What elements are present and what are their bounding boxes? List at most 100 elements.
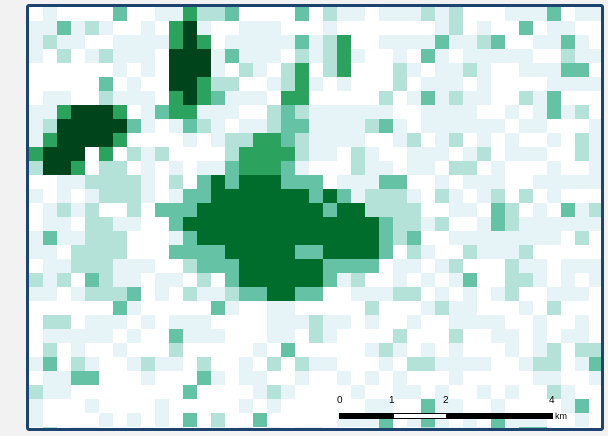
raster-cell [43, 287, 57, 301]
raster-cell [197, 35, 211, 49]
raster-cell [533, 7, 547, 21]
raster-cell [449, 371, 463, 385]
raster-cell [183, 217, 197, 231]
raster-cell [211, 371, 225, 385]
raster-cell [491, 287, 505, 301]
raster-cell [365, 287, 379, 301]
raster-cell [309, 315, 323, 329]
raster-cell [589, 203, 601, 217]
raster-cell [309, 105, 323, 119]
raster-cell [561, 385, 575, 399]
raster-cell [85, 133, 99, 147]
raster-cell [519, 427, 533, 428]
raster-cell [337, 63, 351, 77]
map-frame[interactable]: 0 1 2 4 km [26, 4, 604, 431]
raster-cell [547, 77, 561, 91]
raster-cell [71, 105, 85, 119]
raster-cell [463, 245, 477, 259]
raster-cell [225, 133, 239, 147]
raster-cell [239, 203, 253, 217]
raster-cell [393, 63, 407, 77]
raster-cell [267, 35, 281, 49]
raster-cell [379, 105, 393, 119]
raster-cell [99, 189, 113, 203]
raster-cell [477, 91, 491, 105]
raster-cell [379, 35, 393, 49]
raster-cell [421, 427, 435, 428]
raster-cell [43, 343, 57, 357]
raster-cell [85, 371, 99, 385]
raster-cell [449, 105, 463, 119]
raster-cell [197, 329, 211, 343]
raster-cell [295, 35, 309, 49]
raster-cell [225, 203, 239, 217]
raster-cell [547, 231, 561, 245]
raster-cell [477, 427, 491, 428]
raster-cell [561, 21, 575, 35]
raster-cell [519, 217, 533, 231]
raster-cell [141, 161, 155, 175]
raster-cell [337, 203, 351, 217]
raster-cell [533, 259, 547, 273]
raster-cell [393, 35, 407, 49]
raster-cell [29, 231, 43, 245]
raster-cell [491, 49, 505, 63]
raster-cell [71, 329, 85, 343]
raster-cell [505, 105, 519, 119]
raster-cell [589, 371, 601, 385]
raster-cell [169, 175, 183, 189]
raster-cell [547, 133, 561, 147]
raster-cell [281, 203, 295, 217]
raster-cell [575, 399, 589, 413]
raster-cell [351, 161, 365, 175]
raster-cell [169, 357, 183, 371]
raster-cell [43, 385, 57, 399]
raster-cell [309, 147, 323, 161]
raster-cell [267, 231, 281, 245]
raster-cell [155, 105, 169, 119]
raster-cell [505, 385, 519, 399]
raster-cell [71, 21, 85, 35]
raster-cell [267, 301, 281, 315]
raster-cell [463, 175, 477, 189]
raster-cell [589, 49, 601, 63]
raster-cell [379, 217, 393, 231]
raster-cell [197, 315, 211, 329]
scale-unit: km [555, 411, 567, 421]
raster-cell [253, 343, 267, 357]
raster-cell [113, 91, 127, 105]
raster-cell [477, 217, 491, 231]
raster-cell [29, 119, 43, 133]
raster-cell [351, 245, 365, 259]
raster-cell [575, 35, 589, 49]
raster-cell [267, 287, 281, 301]
raster-cell [463, 315, 477, 329]
raster-cell [323, 231, 337, 245]
raster-cell [407, 259, 421, 273]
raster-cell [99, 133, 113, 147]
raster-cell [323, 147, 337, 161]
raster-cell [561, 203, 575, 217]
raster-cell [379, 357, 393, 371]
raster-cell [197, 161, 211, 175]
raster-cell [253, 49, 267, 63]
raster-cell [127, 357, 141, 371]
raster-cell [323, 217, 337, 231]
scale-segment-1-2 [393, 413, 447, 419]
raster-cell [421, 119, 435, 133]
raster-cell [323, 35, 337, 49]
raster-cell [393, 343, 407, 357]
raster-cell [435, 147, 449, 161]
raster-cell [323, 189, 337, 203]
raster-cell [239, 189, 253, 203]
raster-cell [365, 105, 379, 119]
raster-cell [365, 245, 379, 259]
raster-cell [463, 119, 477, 133]
raster-cell [99, 21, 113, 35]
raster-cell [505, 147, 519, 161]
raster-cell [491, 329, 505, 343]
raster-cell [337, 175, 351, 189]
raster-cell [183, 105, 197, 119]
raster-cell [169, 63, 183, 77]
raster-cell [295, 105, 309, 119]
